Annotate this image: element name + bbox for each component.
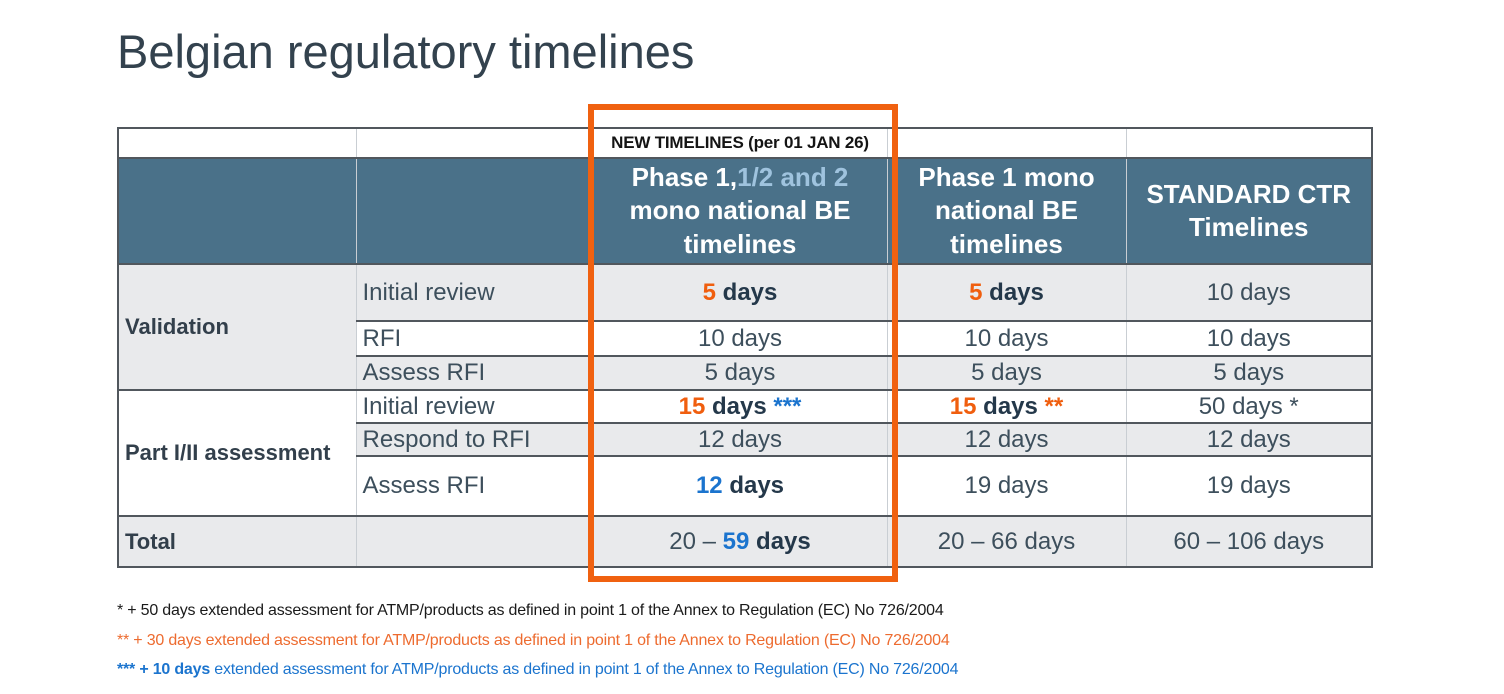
value-unit: days xyxy=(711,392,767,420)
table-row: Respond to RFI 12 days 12 days 12 days xyxy=(118,422,1373,457)
value-unit: days xyxy=(729,472,785,499)
row-group-part-i-ii-assessment: Part I/II assessment xyxy=(117,389,357,517)
value-part-assess-standard: 19 days xyxy=(1125,455,1373,517)
timelines-table: NEW TIMELINES (per 01 JAN 26) Phase 1,1/… xyxy=(117,127,1373,568)
header-cell-empty xyxy=(117,157,357,265)
total-number: 59 xyxy=(722,527,750,555)
task-label: Initial review xyxy=(362,392,495,420)
banner-cell-empty xyxy=(355,127,594,159)
row-group-validation: Validation xyxy=(117,263,357,391)
value-validation-assess-phase1: 5 days xyxy=(886,355,1127,391)
task-label: Assess RFI xyxy=(362,472,486,499)
footnotes: * + 50 days extended assessment for ATMP… xyxy=(117,596,1217,685)
value-unit: days xyxy=(722,278,778,306)
footnote-3-rest: extended assessment for ATMP/products as… xyxy=(214,661,959,678)
new-timelines-banner-cell: NEW TIMELINES (per 01 JAN 26) xyxy=(592,127,888,159)
col-header-standard-ctr: STANDARD CTR Timelines xyxy=(1125,157,1373,265)
task-part-assess-rfi: Assess RFI xyxy=(355,455,594,517)
value-number: 15 xyxy=(678,392,706,420)
header-phase12-part2: 1/2 and 2 xyxy=(737,162,849,193)
table-row: RFI 10 days 10 days 10 days xyxy=(118,320,1373,357)
value-number: 12 xyxy=(695,472,723,499)
group-label: Part I/II assessment xyxy=(125,440,331,465)
value-total-phase1: 20 – 66 days xyxy=(886,515,1127,568)
value-part-respond-standard: 12 days xyxy=(1125,422,1373,457)
col-header-phase1-12-2: Phase 1,1/2 and 2 mono national BE timel… xyxy=(592,157,888,265)
total-row: Total 20 – 59 days 20 – 66 days 60 – 106… xyxy=(117,515,1373,568)
value-validation-initial-standard: 10 days xyxy=(1125,263,1373,322)
task-label: Respond to RFI xyxy=(362,425,531,453)
value-number: 5 xyxy=(702,278,716,306)
value-total-standard: 60 – 106 days xyxy=(1125,515,1373,568)
header-phase12-part1: Phase 1, xyxy=(631,162,738,193)
value-validation-initial-phase1: 5 days xyxy=(886,263,1127,322)
value-part-initial-phase1: 15 days ** xyxy=(886,389,1127,424)
table-row: Validation Initial review 5 days 5 days … xyxy=(117,263,1373,391)
task-label: RFI xyxy=(362,324,402,352)
banner-cell-empty xyxy=(886,127,1127,159)
task-label: Initial review xyxy=(362,278,495,306)
value-unit: days xyxy=(983,392,1038,420)
table-row: Assess RFI 5 days 5 days 5 days xyxy=(118,355,1373,391)
value-validation-initial-phase12: 5 days xyxy=(592,263,888,322)
value-part-respond-phase12: 12 days xyxy=(592,422,888,457)
value-validation-assess-standard: 5 days xyxy=(1125,355,1373,391)
total-empty-cell xyxy=(355,515,594,568)
column-header-row: Phase 1,1/2 and 2 mono national BE timel… xyxy=(117,157,1373,265)
table-row: Part I/II assessment Initial review 15 d… xyxy=(117,389,1373,517)
banner-cell-empty xyxy=(1125,127,1373,159)
value-number: 5 xyxy=(969,278,983,306)
task-part-initial-review: Initial review xyxy=(355,389,594,424)
value-validation-rfi-phase12: 10 days xyxy=(592,320,888,357)
value-part-respond-phase1: 12 days xyxy=(886,422,1127,457)
banner-cell-empty xyxy=(117,127,357,159)
col-header-phase1-mono: Phase 1 mono national BE timelines xyxy=(886,157,1127,265)
slide-title: Belgian regulatory timelines xyxy=(117,25,695,78)
value-part-assess-phase1: 19 days xyxy=(886,455,1127,517)
header-phase1-label: Phase 1 mono national BE timelines xyxy=(918,162,1095,259)
value-validation-assess-phase12: 5 days xyxy=(592,355,888,391)
value-part-initial-standard: 50 days * xyxy=(1125,389,1373,424)
task-validation-assess-rfi: Assess RFI xyxy=(355,355,594,391)
task-label: Assess RFI xyxy=(362,359,486,386)
task-part-respond-rfi: Respond to RFI xyxy=(355,422,594,457)
footnote-2: ** + 30 days extended assessment for ATM… xyxy=(117,631,950,649)
row-group-total: Total xyxy=(117,515,357,568)
value-part-assess-phase12: 12 days xyxy=(592,455,888,517)
footnote-3: *** + 10 days extended assessment for AT… xyxy=(117,655,1217,685)
header-standard-label: STANDARD CTR Timelines xyxy=(1146,178,1352,242)
value-validation-rfi-phase1: 10 days xyxy=(886,320,1127,357)
value-unit: days xyxy=(756,527,811,555)
total-range-prefix: 20 – xyxy=(669,527,716,555)
footnote-3-bold-part: *** + 10 days xyxy=(117,661,211,678)
value-unit: days xyxy=(989,278,1044,306)
total-label: Total xyxy=(125,528,176,554)
value-number: 15 xyxy=(949,392,977,420)
value-total-phase12: 20 – 59 days xyxy=(592,515,888,568)
footnote-1: * + 50 days extended assessment for ATMP… xyxy=(117,602,944,619)
banner-row: NEW TIMELINES (per 01 JAN 26) xyxy=(117,127,1373,159)
value-part-initial-phase12: 15 days *** xyxy=(592,389,888,424)
footnote-marker-blue: *** xyxy=(773,392,802,420)
header-cell-empty xyxy=(355,157,594,265)
task-validation-initial-review: Initial review xyxy=(355,263,594,322)
group-label: Validation xyxy=(125,314,229,339)
new-timelines-banner-label: NEW TIMELINES (per 01 JAN 26) xyxy=(611,133,869,152)
header-phase12-part3: mono national BE timelines xyxy=(629,195,851,259)
table-row: Assess RFI 12 days 19 days 19 days xyxy=(118,455,1373,517)
footnote-marker-orange: ** xyxy=(1044,392,1064,420)
value-validation-rfi-standard: 10 days xyxy=(1125,320,1373,357)
task-validation-rfi: RFI xyxy=(355,320,594,357)
